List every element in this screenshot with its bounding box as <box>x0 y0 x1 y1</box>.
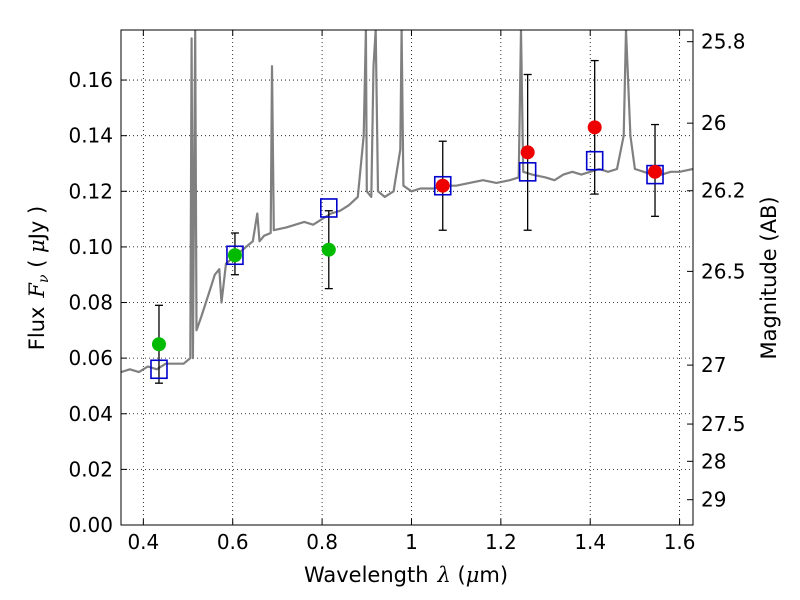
model-photometry-square <box>226 245 244 266</box>
y2-tick-label: 28 <box>701 449 726 473</box>
x-axis-label-text: Wavelength <box>304 563 429 587</box>
y2-tick-label: 27 <box>701 353 726 377</box>
grid <box>121 30 693 525</box>
y-axis-label-text: Flux <box>25 307 49 351</box>
observed-point <box>227 248 242 263</box>
model-photometry-square <box>150 359 168 380</box>
model-photometry-square <box>518 162 537 182</box>
x-tick-label: 0.4 <box>127 530 159 554</box>
x-axis-unit-close: m) <box>479 563 508 587</box>
x-tick-label: 0.8 <box>306 530 338 554</box>
x-axis-unit-mu: μ <box>466 563 480 587</box>
observed-point <box>151 337 166 352</box>
x-axis-label: Wavelength λ (μm) <box>304 563 508 587</box>
x-axis-unit-open: ( <box>451 563 466 587</box>
observed-point <box>648 164 663 179</box>
x-tick-label: 1 <box>405 530 418 554</box>
y2-tick-label: 26.5 <box>701 259 746 283</box>
x-tick-label: 1.2 <box>485 530 517 554</box>
model-photometry-square <box>433 175 452 196</box>
y-tick-label: 0.06 <box>68 346 113 370</box>
y2-tick-label: 27.5 <box>701 412 746 436</box>
y-tick-label: 0.16 <box>68 68 113 92</box>
plot-area <box>121 30 693 384</box>
observed-point <box>520 145 535 160</box>
model-photometry-square <box>319 198 338 218</box>
spectrum-line <box>121 30 693 374</box>
y-axis-symbol-sub: ν <box>36 274 52 283</box>
y-tick-label: 0.00 <box>68 513 113 537</box>
x-axis-symbol: λ <box>437 563 451 587</box>
y2-tick-label: 26 <box>701 111 726 135</box>
y-tick-label: 0.04 <box>68 402 113 426</box>
observed-point <box>435 178 450 193</box>
x-tick-label: 1.6 <box>664 530 696 554</box>
y-axis-unit-open: ( <box>25 253 49 275</box>
observed-point <box>321 242 336 257</box>
y-axis-label: Flux Fν ( μJy ) <box>25 206 52 350</box>
y2-tick-label: 26.2 <box>701 179 746 203</box>
y-tick-label: 0.12 <box>68 179 113 203</box>
observed-point <box>587 120 602 135</box>
y2-axis-label: Magnitude (AB) <box>757 196 781 359</box>
y-axis-unit-close: Jy ) <box>25 206 49 242</box>
y-tick-label: 0.10 <box>68 235 113 259</box>
y2-tick-label: 25.8 <box>701 30 746 54</box>
axes-ticks: 0.4 0.6 0.8 1 1.2 1.4 1.6 0.00 0.02 0.04 0.06 0.08 0… <box>68 30 745 554</box>
y2-tick-label: 29 <box>701 488 726 512</box>
y-axis-unit-mu: μ <box>25 239 49 253</box>
y-tick-label: 0.02 <box>68 457 113 481</box>
y-tick-label: 0.14 <box>68 124 113 148</box>
plot-frame <box>120 29 694 526</box>
model-photometry-square <box>585 150 604 171</box>
x-tick-label: 0.6 <box>217 530 249 554</box>
x-tick-label: 1.4 <box>574 530 606 554</box>
y-tick-label: 0.08 <box>68 291 113 315</box>
y-axis-symbol: F <box>25 282 49 299</box>
